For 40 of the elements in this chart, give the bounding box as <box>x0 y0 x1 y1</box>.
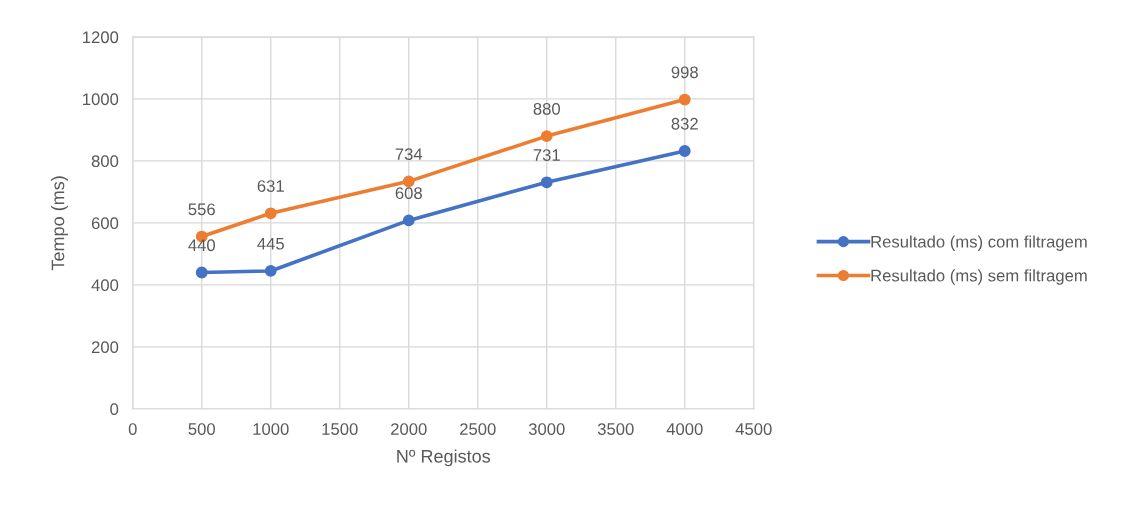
x-tick-label: 3500 <box>597 423 634 435</box>
x-tick-label: 4000 <box>666 423 703 435</box>
x-axis-title: Nº Registos <box>397 449 491 467</box>
x-tick-label: 2500 <box>460 423 496 435</box>
data-label: 832 <box>671 117 698 130</box>
point <box>540 130 553 143</box>
y-tick-label: 800 <box>91 155 119 168</box>
point <box>402 175 415 188</box>
point <box>264 265 277 277</box>
point <box>678 145 691 157</box>
x-tick-label: 4500 <box>735 423 772 435</box>
data-label: 556 <box>188 203 215 216</box>
point <box>402 214 415 227</box>
x-tick-label: 0 <box>128 423 137 435</box>
point <box>678 93 691 106</box>
y-tick-label: 200 <box>91 341 119 354</box>
data-label: 631 <box>257 180 284 192</box>
y-tick-label: 600 <box>91 217 119 230</box>
point <box>540 176 553 189</box>
legend-label: Resultado (ms) com filtragem <box>871 235 1087 251</box>
y-axis-title: Tempo (ms) <box>51 176 68 271</box>
y-tick-label: 1200 <box>83 31 119 44</box>
data-label: 445 <box>257 237 284 250</box>
data-label: 734 <box>395 148 423 161</box>
x-tick-label: 1000 <box>253 423 289 435</box>
data-label: 998 <box>671 66 698 79</box>
x-tick-label: 1500 <box>322 423 358 435</box>
y-tick-label: 400 <box>91 279 119 292</box>
y-tick-label: 0 <box>110 403 119 416</box>
legend-label: Resultado (ms) sem filtragem <box>871 269 1087 285</box>
point <box>195 266 208 279</box>
point <box>264 207 277 220</box>
data-label: 731 <box>533 149 560 161</box>
data-label: 880 <box>533 102 560 115</box>
data-label: 440 <box>188 239 215 252</box>
x-tick-label: 3000 <box>528 423 565 435</box>
y-tick-label: 1000 <box>83 93 119 106</box>
data-label: 608 <box>395 187 422 200</box>
x-tick-label: 2000 <box>391 423 427 435</box>
x-tick-label: 500 <box>188 423 215 435</box>
